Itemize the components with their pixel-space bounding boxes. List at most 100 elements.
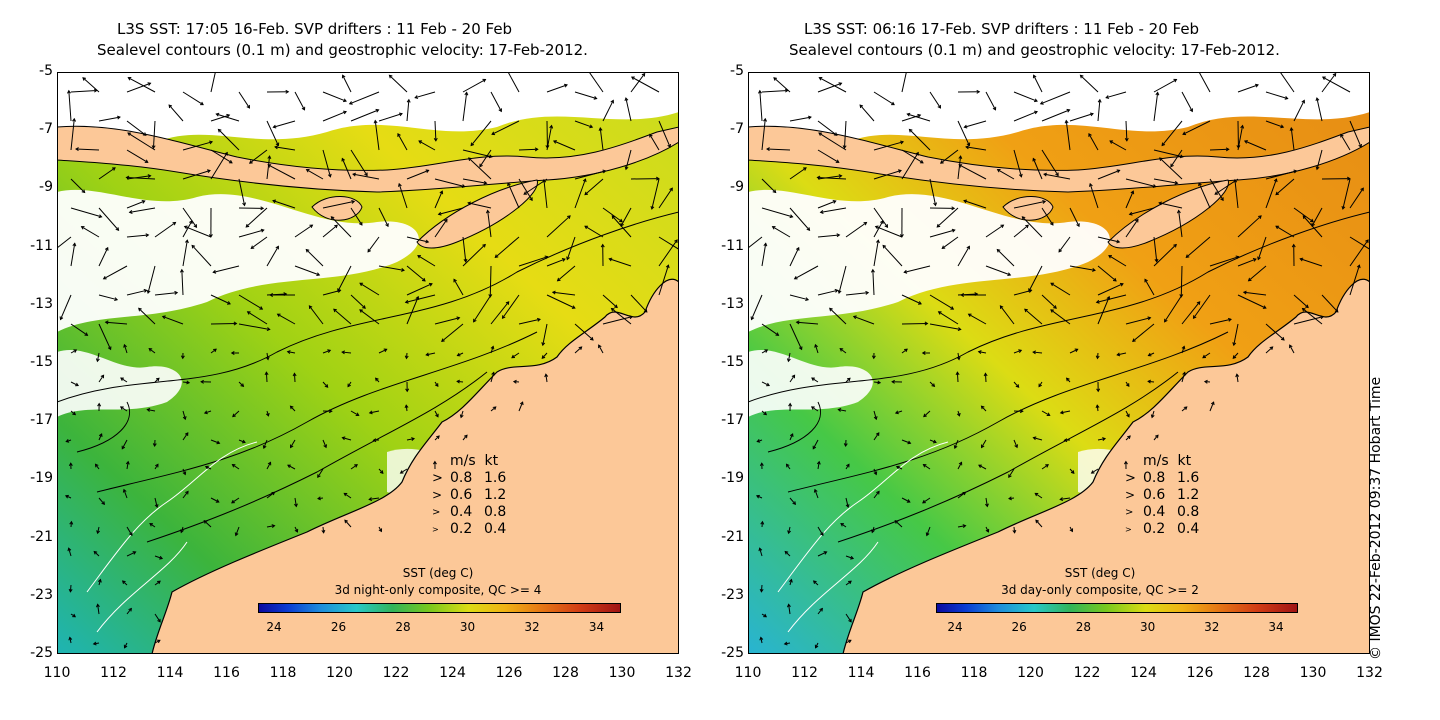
velocity-arrow [1013, 111, 1038, 122]
velocity-arrow-head [519, 401, 524, 406]
velocity-arrow [543, 179, 548, 209]
velocity-arrow [1181, 91, 1193, 112]
velocity-arrow [1153, 244, 1177, 267]
velocity-arrow [1181, 406, 1188, 412]
velocity-arrow-head [758, 89, 762, 94]
velocity-arrow [126, 175, 151, 180]
velocity-arrow [457, 380, 464, 383]
sealevel-contour [76, 401, 130, 453]
velocity-arrow-head [116, 115, 121, 120]
velocity-arrow [814, 344, 819, 354]
velocity-arrow-head [907, 440, 912, 445]
velocity-arrow [1164, 294, 1183, 323]
velocity-arrow [333, 308, 352, 325]
velocity-arrow-head [1053, 305, 1057, 309]
velocity-arrow-head [1032, 350, 1037, 355]
velocity-arrow [789, 323, 803, 350]
velocity-arrow [273, 120, 296, 128]
velocity-arrow [149, 523, 156, 528]
velocity-arrow [490, 91, 502, 112]
velocity-arrow [984, 373, 987, 383]
velocity-arrow [249, 149, 268, 164]
velocity-arrow [760, 584, 763, 592]
velocity-arrow-head [146, 408, 151, 412]
velocity-arrow [873, 410, 877, 420]
velocity-arrow-head [941, 245, 946, 249]
right-x-tick-label: 130 [1299, 665, 1327, 681]
map-frame [748, 72, 1370, 654]
velocity-arrow-head [301, 106, 306, 111]
right-y-tick-label: -19 [721, 470, 744, 487]
sealevel-contour [96, 331, 538, 493]
velocity-arrow-head [348, 101, 353, 105]
velocity-arrow [546, 294, 576, 309]
velocity-arrow [97, 526, 100, 534]
velocity-arrow-head [1275, 225, 1280, 230]
velocity-arrow [182, 141, 213, 151]
velocity-arrow-head [665, 264, 670, 269]
right-y-tick-label: -7 [730, 121, 744, 138]
velocity-arrow-head [813, 488, 818, 493]
velocity-arrow-head [848, 580, 852, 585]
velocity-arrow-head [764, 349, 769, 353]
velocity-arrow [231, 497, 240, 504]
velocity-arrow-head [807, 115, 812, 120]
velocity-arrow [1233, 323, 1239, 346]
velocity-arrow-head [880, 220, 884, 224]
velocity-arrow [266, 156, 271, 180]
left-colorbar-tick-label: 32 [524, 620, 540, 634]
right-colorbar [936, 603, 1298, 613]
velocity-arrow-head [262, 445, 267, 450]
velocity-arrow [154, 222, 176, 238]
velocity-arrow [1125, 178, 1156, 188]
velocity-arrow-head [655, 176, 660, 181]
velocity-arrow [574, 170, 606, 180]
velocity-arrow-head [650, 205, 655, 210]
velocity-arrow [845, 292, 869, 296]
velocity-arrow-head [956, 412, 961, 417]
velocity-arrow-head [819, 607, 823, 612]
velocity-arrow [518, 318, 541, 325]
velocity-arrow [350, 464, 358, 470]
velocity-arrow [1300, 258, 1323, 267]
velocity-arrow-head [837, 290, 842, 294]
velocity-arrow [901, 149, 924, 164]
left-x-tick-label: 112 [100, 665, 127, 681]
velocity-arrow [462, 236, 467, 262]
velocity-arrow [1151, 410, 1155, 418]
velocity-arrow-head [963, 124, 968, 129]
velocity-arrow-head [643, 308, 648, 313]
velocity-arrow [182, 468, 186, 475]
velocity-arrow [772, 226, 791, 238]
velocity-arrow-head [996, 248, 1001, 253]
velocity-arrow-head [456, 316, 461, 321]
velocity-arrow-head [549, 124, 554, 129]
velocity-arrow-head [269, 293, 274, 297]
velocity-arrow [400, 468, 408, 474]
velocity-arrow [546, 215, 571, 238]
velocity-arrow-head [425, 169, 430, 174]
velocity-arrow [1349, 120, 1362, 148]
velocity-arrow [213, 265, 240, 273]
velocity-arrow-head [891, 101, 895, 106]
velocity-arrow-head [498, 108, 502, 113]
velocity-arrow [238, 294, 263, 310]
velocity-arrow-head [343, 110, 347, 115]
velocity-arrow-head [1150, 414, 1155, 419]
copyright-label: © IMOS 22-Feb-2012 09:37 Hobart Time [1368, 376, 1384, 660]
velocity-arrow-head [168, 104, 173, 109]
velocity-arrow [761, 323, 779, 336]
velocity-arrow-head [127, 76, 132, 81]
velocity-arrow [507, 72, 520, 93]
velocity-arrow [245, 207, 268, 228]
velocity-arrow [1108, 255, 1127, 267]
velocity-arrow-head [962, 524, 967, 528]
velocity-arrow [1178, 210, 1183, 238]
arrow-large-icon: > [432, 471, 443, 486]
velocity-arrow [1097, 236, 1120, 243]
velocity-arrow-head [1045, 464, 1049, 468]
velocity-arrow [929, 294, 954, 310]
velocity-arrow-head [490, 345, 495, 350]
right-colorbar-tick-label: 24 [947, 620, 963, 634]
velocity-arrow-head [534, 147, 539, 152]
